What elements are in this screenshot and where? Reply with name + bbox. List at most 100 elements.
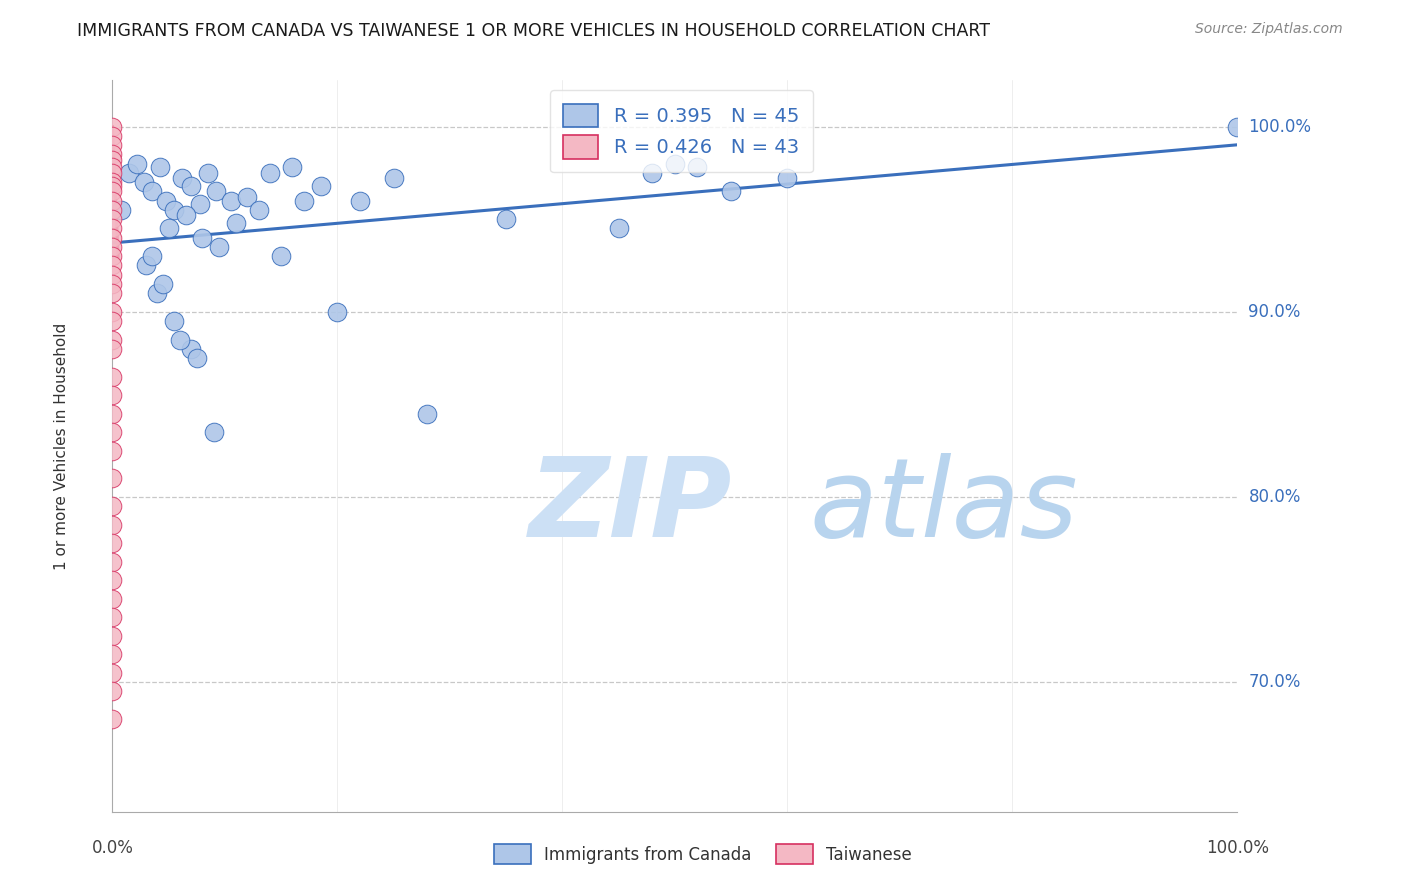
- Point: [101, 212, 124, 227]
- Point: [135, 259, 157, 273]
- Point: [110, 202, 132, 217]
- Point: [101, 388, 124, 402]
- Point: [101, 202, 124, 217]
- Text: IMMIGRANTS FROM CANADA VS TAIWANESE 1 OR MORE VEHICLES IN HOUSEHOLD CORRELATION : IMMIGRANTS FROM CANADA VS TAIWANESE 1 OR…: [77, 22, 990, 40]
- Text: 1 or more Vehicles in Household: 1 or more Vehicles in Household: [55, 322, 69, 570]
- Point: [101, 277, 124, 291]
- Point: [149, 161, 172, 175]
- Point: [720, 185, 742, 199]
- Legend: R = 0.395   N = 45, R = 0.426   N = 43: R = 0.395 N = 45, R = 0.426 N = 43: [550, 90, 813, 172]
- Text: 100.0%: 100.0%: [1249, 118, 1312, 136]
- Point: [101, 120, 124, 134]
- Point: [225, 216, 247, 230]
- Point: [309, 178, 332, 193]
- Point: [101, 369, 124, 384]
- Point: [101, 249, 124, 263]
- Text: atlas: atlas: [810, 452, 1078, 559]
- Point: [101, 221, 124, 235]
- Point: [236, 190, 259, 204]
- Point: [219, 194, 242, 208]
- Point: [101, 407, 124, 421]
- Legend: Immigrants from Canada, Taiwanese: Immigrants from Canada, Taiwanese: [488, 838, 918, 871]
- Text: 80.0%: 80.0%: [1249, 488, 1301, 506]
- Point: [101, 648, 124, 662]
- Point: [101, 240, 124, 254]
- Text: 100.0%: 100.0%: [1206, 839, 1268, 857]
- Point: [101, 128, 124, 143]
- Point: [641, 166, 664, 180]
- Point: [101, 153, 124, 167]
- Point: [132, 175, 155, 189]
- Point: [208, 240, 231, 254]
- Point: [101, 574, 124, 588]
- Text: 0.0%: 0.0%: [91, 839, 134, 857]
- Point: [607, 221, 630, 235]
- Point: [146, 286, 169, 301]
- Point: [180, 178, 202, 193]
- Point: [349, 194, 371, 208]
- Text: 70.0%: 70.0%: [1249, 673, 1301, 691]
- Point: [186, 351, 208, 365]
- Point: [101, 230, 124, 244]
- Point: [101, 175, 124, 189]
- Point: [101, 147, 124, 161]
- Point: [1226, 120, 1249, 134]
- Point: [101, 138, 124, 153]
- Point: [118, 166, 141, 180]
- Point: [174, 209, 197, 223]
- Point: [197, 166, 219, 180]
- Point: [416, 407, 439, 421]
- Point: [101, 665, 124, 680]
- Point: [101, 555, 124, 569]
- Point: [180, 342, 202, 356]
- Point: [776, 171, 799, 186]
- Point: [247, 202, 270, 217]
- Point: [281, 161, 304, 175]
- Text: 90.0%: 90.0%: [1249, 302, 1301, 321]
- Point: [259, 166, 281, 180]
- Text: ZIP: ZIP: [529, 452, 733, 559]
- Point: [141, 185, 163, 199]
- Point: [101, 304, 124, 318]
- Point: [205, 185, 228, 199]
- Point: [101, 185, 124, 199]
- Point: [101, 471, 124, 485]
- Point: [101, 536, 124, 550]
- Point: [101, 259, 124, 273]
- Point: [101, 268, 124, 282]
- Point: [101, 591, 124, 606]
- Point: [270, 249, 292, 263]
- Point: [163, 314, 186, 328]
- Point: [191, 230, 214, 244]
- Point: [101, 499, 124, 513]
- Point: [101, 712, 124, 726]
- Point: [172, 171, 194, 186]
- Point: [101, 342, 124, 356]
- Point: [101, 314, 124, 328]
- Point: [101, 161, 124, 175]
- Point: [326, 304, 349, 318]
- Point: [101, 443, 124, 458]
- Point: [686, 161, 709, 175]
- Point: [188, 197, 211, 211]
- Point: [101, 517, 124, 532]
- Point: [169, 333, 191, 347]
- Point: [101, 610, 124, 624]
- Point: [101, 629, 124, 643]
- Point: [101, 194, 124, 208]
- Point: [152, 277, 174, 291]
- Point: [101, 684, 124, 698]
- Point: [101, 166, 124, 180]
- Point: [664, 156, 686, 170]
- Point: [382, 171, 405, 186]
- Point: [101, 178, 124, 193]
- Point: [101, 425, 124, 439]
- Point: [292, 194, 315, 208]
- Point: [202, 425, 225, 439]
- Point: [157, 221, 180, 235]
- Point: [141, 249, 163, 263]
- Point: [155, 194, 177, 208]
- Text: Source: ZipAtlas.com: Source: ZipAtlas.com: [1195, 22, 1343, 37]
- Point: [163, 202, 186, 217]
- Point: [127, 156, 149, 170]
